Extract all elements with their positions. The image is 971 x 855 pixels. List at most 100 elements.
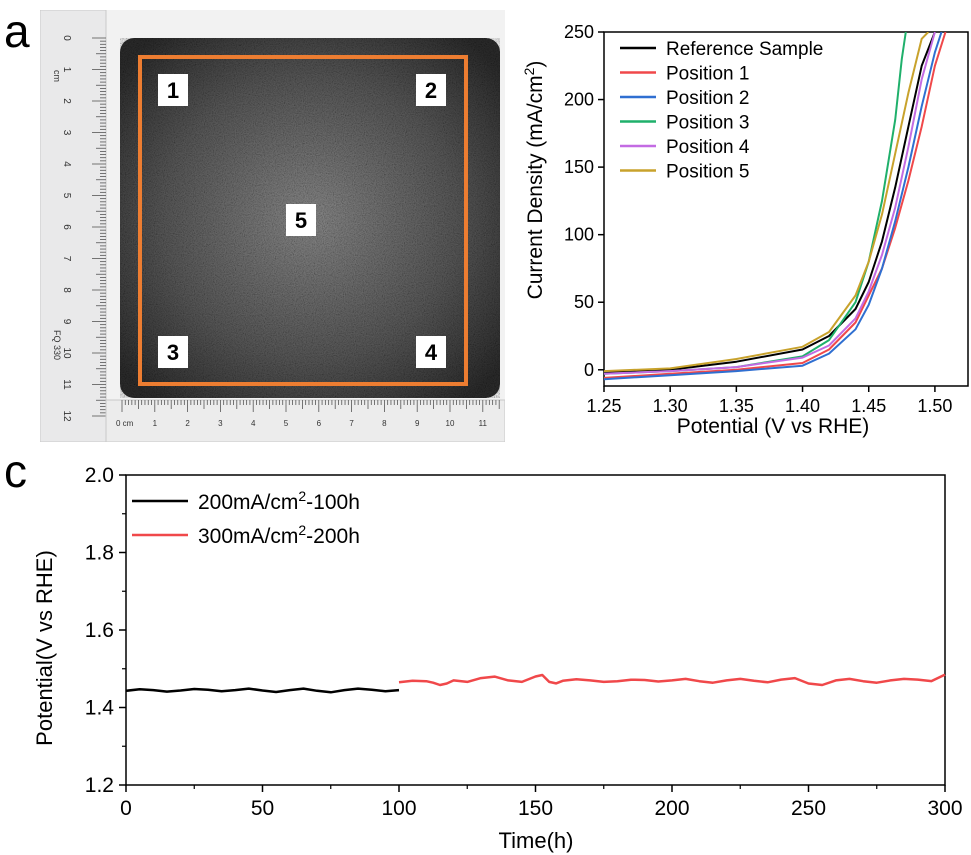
stability-x-tick-label: 50 (251, 797, 274, 820)
svg-text:2: 2 (425, 78, 437, 103)
stability-x-tick-label: 300 (927, 797, 962, 820)
lsv-series-line-5 (604, 32, 936, 375)
lsv-series-line-4 (604, 32, 907, 375)
horizontal-ruler-label: 4 (251, 419, 256, 428)
horizontal-ruler-label: 7 (349, 419, 354, 428)
lsv-plot-area: 1.25 1.30 1.35 1.40 1.45 1.50050100150200250 … (564, 22, 969, 416)
stability-y-tick-label: 1.2 (85, 774, 114, 797)
stability-y-tick-label: 1.4 (85, 697, 115, 720)
svg-text:1: 1 (167, 78, 179, 103)
stability-x-tick-label: 0 (120, 797, 132, 820)
vertical-ruler-label: 12 (61, 410, 72, 422)
svg-text:5: 5 (295, 208, 307, 233)
lsv-y-tick-label: 50 (574, 292, 594, 312)
lsv-legend-item: Reference Sample (620, 39, 823, 60)
lsv-legend-item: Position 1 (620, 64, 749, 85)
lsv-legend-label: Position 1 (666, 64, 749, 85)
lsv-x-tick-label: 1.25 (586, 396, 621, 416)
lsv-axis-ticks: 1.25 1.30 1.35 1.40 1.45 1.50 0 50 100 150 200 250 (564, 22, 952, 416)
horizontal-ruler-label: 5 (284, 419, 289, 428)
stability-series-line-2 (398, 673, 946, 687)
lsv-series-lines (604, 32, 947, 381)
lsv-y-tick-label: 150 (564, 157, 594, 177)
horizontal-ruler-label: 11 (479, 419, 488, 428)
stability-chart: 0 50 100 150 200 250 300 1.2 1.4 1.6 1.8 2.0 200mA/… (32, 464, 963, 853)
lsv-y-tick-label: 100 (564, 225, 594, 245)
vertical-ruler-unit: cm (52, 70, 62, 82)
vertical-ruler-label: 11 (61, 379, 72, 390)
lsv-legend-item: Position 2 (620, 88, 749, 109)
vertical-ruler-label: 10 (61, 347, 72, 359)
vertical-ruler-label: 2 (61, 98, 72, 104)
lsv-legend: Reference Sample Position 1 Position 2 Posi… (620, 39, 823, 183)
position-label-2: 2 (416, 74, 446, 106)
panel-label-c: c (4, 445, 27, 497)
stability-y-tick-label: 1.8 (85, 542, 114, 565)
lsv-legend-label: Reference Sample (666, 39, 823, 60)
horizontal-ruler-label: 3 (218, 419, 223, 428)
lsv-y-tick-label: 250 (564, 22, 594, 42)
vertical-ruler-label: 8 (61, 287, 72, 293)
stability-x-tick-label: 250 (791, 797, 826, 820)
lsv-y-tick-label: 0 (584, 360, 594, 380)
stability-x-tick-label: 200 (654, 797, 689, 820)
stability-legend-label: 300mA/cm2-200h (198, 522, 360, 548)
horizontal-ruler-label: 6 (317, 419, 322, 428)
stability-x-tick-label: 150 (518, 797, 553, 820)
stability-legend-item: 200mA/cm2-100h (132, 488, 360, 514)
position-label-4: 4 (416, 336, 446, 368)
stability-legend-item: 300mA/cm2-200h (132, 522, 360, 548)
lsv-series-line-3 (604, 32, 943, 381)
lsv-series-line-2 (604, 32, 947, 379)
lsv-x-tick-label: 1.50 (917, 396, 952, 416)
lsv-x-tick-label: 1.30 (653, 396, 688, 416)
lsv-x-tick-label: 1.35 (719, 396, 754, 416)
vertical-ruler-label: 0 (61, 35, 72, 41)
svg-text:4: 4 (425, 340, 438, 365)
position-label-5: 5 (286, 204, 316, 236)
horizontal-ruler-label: 8 (382, 419, 387, 428)
lsv-y-tick-label: 200 (564, 90, 594, 110)
horizontal-ruler-label: 2 (185, 419, 190, 428)
lsv-chart: 1.25 1.30 1.35 1.40 1.45 1.50050100150200250 … (521, 22, 969, 438)
lsv-series-line-1 (604, 32, 936, 374)
svg-text:3: 3 (167, 340, 179, 365)
stability-legend: 200mA/cm2-100h 300mA/cm2-200h (132, 488, 360, 548)
lsv-x-axis-label: Potential (V vs RHE) (677, 415, 870, 438)
vertical-ruler-label: 6 (61, 224, 72, 230)
position-label-3: 3 (158, 336, 188, 368)
vertical-ruler (40, 10, 107, 442)
lsv-legend-label: Position 4 (666, 137, 750, 158)
lsv-plot-frame (603, 31, 969, 387)
vertical-ruler-label: 3 (61, 130, 72, 136)
stability-x-tick-label: 100 (381, 797, 416, 820)
stability-axis-ticks: 0 50 100 150 200 250 300 1.2 1.4 1.6 1.8 2.0 (85, 464, 963, 820)
vertical-ruler-label: 7 (61, 256, 72, 262)
vertical-ruler-brand: FQ 330 (52, 330, 62, 360)
vertical-ruler-label: 4 (61, 161, 72, 167)
position-label-1: 1 (158, 74, 188, 106)
lsv-legend-label: Position 5 (666, 162, 749, 183)
horizontal-ruler-unit: 0 cm (116, 419, 134, 428)
stability-series-lines (125, 673, 946, 694)
lsv-x-tick-label: 1.45 (851, 396, 886, 416)
panel-label-a: a (4, 5, 30, 57)
lsv-y-axis-label: Current Density (mA/cm2) (521, 61, 547, 300)
orange-frame (138, 55, 468, 386)
stability-y-axis-label: Potential(V vs RHE) (32, 550, 57, 746)
stability-legend-label: 200mA/cm2-100h (198, 488, 360, 514)
lsv-legend-label: Position 2 (666, 88, 749, 109)
stability-plot-frame (125, 474, 946, 786)
stability-series-line-1 (125, 687, 400, 694)
vertical-ruler-label: 1 (61, 67, 72, 73)
lsv-legend-item: Position 5 (620, 162, 749, 183)
stability-y-tick-label: 2.0 (85, 464, 114, 487)
lsv-x-tick-label: 1.40 (785, 396, 820, 416)
stability-y-tick-label: 1.6 (85, 619, 114, 642)
stability-x-axis-label: Time(h) (499, 828, 574, 853)
horizontal-ruler-label: 10 (446, 419, 455, 428)
horizontal-ruler-scale: 0 cm 1 2 3 4 5 6 7 8 9 10 11 (116, 400, 500, 428)
horizontal-ruler (105, 399, 505, 442)
